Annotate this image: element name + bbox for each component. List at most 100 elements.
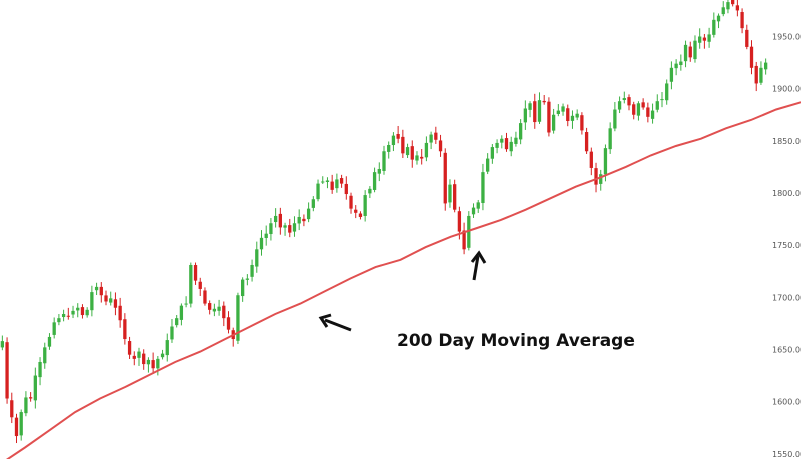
candle-body — [321, 181, 325, 183]
candle-body — [636, 103, 641, 116]
candle-body — [486, 158, 490, 172]
candle-body — [28, 397, 33, 399]
candle-body — [537, 100, 542, 122]
y-tick-label: 1800.00 — [772, 189, 801, 198]
candle-body — [617, 101, 622, 110]
candle-body — [71, 310, 75, 315]
candle-body — [363, 195, 367, 216]
y-tick-label: 1950.00 — [772, 33, 801, 42]
candle-body — [674, 63, 678, 69]
candle-body — [726, 2, 730, 10]
candle-body — [551, 114, 556, 131]
candle-body — [443, 152, 447, 204]
candle-body — [749, 46, 754, 68]
candle-body — [731, 0, 735, 5]
candle-body — [547, 101, 551, 133]
candle-body — [118, 305, 122, 321]
candle-body — [38, 361, 42, 378]
candle-body — [580, 115, 584, 131]
candle-body — [264, 233, 268, 239]
candle-body — [387, 145, 391, 152]
candle-body — [222, 305, 226, 319]
candle-body — [424, 142, 429, 158]
candle-body — [325, 180, 330, 182]
candle-body — [509, 141, 513, 152]
candle-body — [335, 179, 339, 189]
candle-body — [523, 108, 527, 123]
candle-body — [76, 307, 80, 311]
candle-body — [683, 44, 688, 62]
candle-body — [518, 123, 523, 140]
candle-body — [160, 353, 165, 358]
candle-body — [481, 172, 485, 204]
candle-body — [0, 341, 5, 348]
candle-body — [80, 307, 85, 316]
candle-body — [203, 290, 207, 304]
candle-body — [712, 19, 716, 35]
candle-body — [127, 341, 132, 355]
candle-body — [669, 67, 674, 82]
candle-body — [52, 322, 56, 335]
candle-body — [467, 215, 471, 248]
candle-body — [735, 5, 740, 11]
y-tick-label: 1900.00 — [772, 85, 801, 94]
candle-body — [589, 151, 593, 168]
candle-body — [241, 279, 245, 297]
candle-body — [429, 134, 433, 143]
candle-body — [99, 286, 103, 296]
candle-body — [297, 216, 301, 224]
candle-body — [212, 308, 217, 312]
y-tick-label: 1650.00 — [772, 345, 801, 354]
candle-body — [24, 397, 28, 414]
candle-body — [763, 62, 768, 70]
candle-body — [401, 136, 405, 154]
candle-body — [146, 359, 151, 365]
y-tick-label: 1850.00 — [772, 137, 801, 146]
candle-body — [377, 168, 381, 174]
candle-body — [740, 12, 744, 29]
candle-body — [193, 265, 198, 281]
candle-body — [189, 264, 193, 304]
candle-body — [175, 318, 179, 326]
candle-body — [354, 209, 358, 213]
candle-body — [721, 7, 725, 15]
candle-body — [57, 318, 61, 323]
candle-body — [490, 147, 495, 159]
candle-body — [33, 375, 37, 401]
candle-body — [217, 306, 221, 311]
candle-body — [94, 286, 99, 291]
candle-body — [613, 109, 617, 129]
candle-body — [382, 151, 386, 171]
candle-body — [584, 132, 589, 152]
candle-body — [245, 278, 250, 280]
candle-body — [288, 225, 292, 233]
candle-body — [14, 417, 19, 437]
candle-body — [679, 61, 683, 66]
candle-body — [109, 298, 113, 303]
candle-body — [316, 183, 320, 200]
candle-body — [339, 178, 344, 184]
candle-body — [570, 115, 575, 121]
candle-body — [665, 83, 669, 101]
candle-body — [43, 347, 47, 364]
candle-body — [61, 313, 66, 318]
candle-body — [457, 211, 462, 232]
candle-body — [226, 317, 231, 330]
candle-body — [476, 202, 480, 209]
candle-body — [759, 67, 763, 83]
candle-body — [292, 223, 297, 232]
candle-body — [132, 355, 136, 359]
y-tick-label: 1600.00 — [772, 398, 801, 407]
candle-body — [504, 138, 509, 150]
candle-body — [259, 237, 264, 250]
candle-body — [179, 305, 184, 320]
candle-body — [255, 249, 259, 267]
price-axis: 1550.00 1600.00 1650.00 1700.00 1750.00 1800.… — [772, 33, 801, 459]
candle-body — [693, 40, 697, 60]
candle-body — [716, 15, 721, 22]
candle-body — [471, 207, 476, 215]
candle-body — [603, 148, 608, 175]
candle-body — [405, 147, 410, 156]
candle-body — [344, 183, 348, 195]
